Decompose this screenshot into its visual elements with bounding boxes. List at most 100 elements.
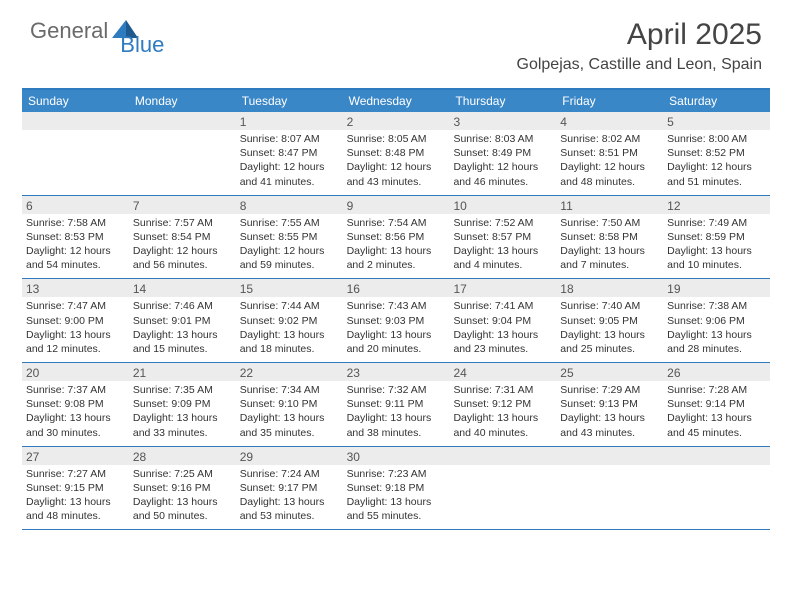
day-body: Sunrise: 7:34 AMSunset: 9:10 PMDaylight:… bbox=[236, 381, 343, 446]
calendar-day: 16Sunrise: 7:43 AMSunset: 9:03 PMDayligh… bbox=[343, 279, 450, 362]
day-body bbox=[556, 465, 663, 523]
weekday-header: Friday bbox=[556, 90, 663, 112]
daylight-line: Daylight: 13 hours and 23 minutes. bbox=[453, 328, 552, 356]
daylight-line: Daylight: 12 hours and 51 minutes. bbox=[667, 160, 766, 188]
daylight-line: Daylight: 12 hours and 48 minutes. bbox=[560, 160, 659, 188]
calendar-day: 2Sunrise: 8:05 AMSunset: 8:48 PMDaylight… bbox=[343, 112, 450, 195]
sunset-line: Sunset: 9:15 PM bbox=[26, 481, 125, 495]
sunrise-line: Sunrise: 7:29 AM bbox=[560, 383, 659, 397]
day-number: 23 bbox=[343, 363, 450, 381]
calendar-day: 29Sunrise: 7:24 AMSunset: 9:17 PMDayligh… bbox=[236, 447, 343, 530]
day-number bbox=[556, 447, 663, 465]
day-number: 27 bbox=[22, 447, 129, 465]
day-body bbox=[663, 465, 770, 523]
day-number: 10 bbox=[449, 196, 556, 214]
calendar-day: 25Sunrise: 7:29 AMSunset: 9:13 PMDayligh… bbox=[556, 363, 663, 446]
day-body: Sunrise: 7:25 AMSunset: 9:16 PMDaylight:… bbox=[129, 465, 236, 530]
title-block: April 2025 Golpejas, Castille and Leon, … bbox=[517, 18, 763, 74]
day-number: 15 bbox=[236, 279, 343, 297]
calendar-day: 12Sunrise: 7:49 AMSunset: 8:59 PMDayligh… bbox=[663, 196, 770, 279]
day-number: 24 bbox=[449, 363, 556, 381]
calendar-week: 13Sunrise: 7:47 AMSunset: 9:00 PMDayligh… bbox=[22, 279, 770, 363]
sunrise-line: Sunrise: 8:03 AM bbox=[453, 132, 552, 146]
calendar-day bbox=[22, 112, 129, 195]
day-body: Sunrise: 7:41 AMSunset: 9:04 PMDaylight:… bbox=[449, 297, 556, 362]
sunrise-line: Sunrise: 8:07 AM bbox=[240, 132, 339, 146]
calendar-grid: SundayMondayTuesdayWednesdayThursdayFrid… bbox=[22, 88, 770, 530]
daylight-line: Daylight: 12 hours and 54 minutes. bbox=[26, 244, 125, 272]
daylight-line: Daylight: 13 hours and 4 minutes. bbox=[453, 244, 552, 272]
calendar-day: 9Sunrise: 7:54 AMSunset: 8:56 PMDaylight… bbox=[343, 196, 450, 279]
calendar-day: 8Sunrise: 7:55 AMSunset: 8:55 PMDaylight… bbox=[236, 196, 343, 279]
day-number: 17 bbox=[449, 279, 556, 297]
page-header: General Blue April 2025 Golpejas, Castil… bbox=[0, 0, 792, 82]
logo-text-blue: Blue bbox=[120, 32, 164, 58]
sunset-line: Sunset: 9:05 PM bbox=[560, 314, 659, 328]
sunset-line: Sunset: 8:48 PM bbox=[347, 146, 446, 160]
day-body: Sunrise: 7:50 AMSunset: 8:58 PMDaylight:… bbox=[556, 214, 663, 279]
daylight-line: Daylight: 13 hours and 18 minutes. bbox=[240, 328, 339, 356]
day-number: 28 bbox=[129, 447, 236, 465]
day-body: Sunrise: 7:29 AMSunset: 9:13 PMDaylight:… bbox=[556, 381, 663, 446]
sunrise-line: Sunrise: 7:34 AM bbox=[240, 383, 339, 397]
sunrise-line: Sunrise: 7:43 AM bbox=[347, 299, 446, 313]
sunset-line: Sunset: 8:57 PM bbox=[453, 230, 552, 244]
daylight-line: Daylight: 13 hours and 12 minutes. bbox=[26, 328, 125, 356]
day-number: 16 bbox=[343, 279, 450, 297]
calendar-day: 14Sunrise: 7:46 AMSunset: 9:01 PMDayligh… bbox=[129, 279, 236, 362]
sunset-line: Sunset: 9:12 PM bbox=[453, 397, 552, 411]
sunset-line: Sunset: 9:14 PM bbox=[667, 397, 766, 411]
calendar-day: 21Sunrise: 7:35 AMSunset: 9:09 PMDayligh… bbox=[129, 363, 236, 446]
sunset-line: Sunset: 9:11 PM bbox=[347, 397, 446, 411]
daylight-line: Daylight: 12 hours and 41 minutes. bbox=[240, 160, 339, 188]
daylight-line: Daylight: 13 hours and 20 minutes. bbox=[347, 328, 446, 356]
daylight-line: Daylight: 13 hours and 33 minutes. bbox=[133, 411, 232, 439]
sunset-line: Sunset: 9:00 PM bbox=[26, 314, 125, 328]
day-number: 18 bbox=[556, 279, 663, 297]
daylight-line: Daylight: 12 hours and 46 minutes. bbox=[453, 160, 552, 188]
calendar-day: 22Sunrise: 7:34 AMSunset: 9:10 PMDayligh… bbox=[236, 363, 343, 446]
day-body: Sunrise: 8:02 AMSunset: 8:51 PMDaylight:… bbox=[556, 130, 663, 195]
day-number: 1 bbox=[236, 112, 343, 130]
sunset-line: Sunset: 8:47 PM bbox=[240, 146, 339, 160]
day-number: 7 bbox=[129, 196, 236, 214]
day-body: Sunrise: 8:07 AMSunset: 8:47 PMDaylight:… bbox=[236, 130, 343, 195]
calendar-day: 13 Sunrise: 7:47 AMSunset: 9:00 PMDayligh… bbox=[22, 279, 129, 362]
calendar-week: 1Sunrise: 8:07 AMSunset: 8:47 PMDaylight… bbox=[22, 112, 770, 196]
sunset-line: Sunset: 8:52 PM bbox=[667, 146, 766, 160]
daylight-line: Daylight: 12 hours and 59 minutes. bbox=[240, 244, 339, 272]
day-body bbox=[449, 465, 556, 523]
sunrise-line: Sunrise: 7:32 AM bbox=[347, 383, 446, 397]
calendar-day: 17Sunrise: 7:41 AMSunset: 9:04 PMDayligh… bbox=[449, 279, 556, 362]
day-body: Sunrise: 7:31 AMSunset: 9:12 PMDaylight:… bbox=[449, 381, 556, 446]
weekday-header: Saturday bbox=[663, 90, 770, 112]
sunset-line: Sunset: 8:51 PM bbox=[560, 146, 659, 160]
sunrise-line: Sunrise: 7:55 AM bbox=[240, 216, 339, 230]
sunrise-line: Sunrise: 7:47 AM bbox=[26, 299, 125, 313]
sunset-line: Sunset: 9:13 PM bbox=[560, 397, 659, 411]
sunset-line: Sunset: 8:58 PM bbox=[560, 230, 659, 244]
day-body: Sunrise: 7:32 AMSunset: 9:11 PMDaylight:… bbox=[343, 381, 450, 446]
sunset-line: Sunset: 9:08 PM bbox=[26, 397, 125, 411]
sunset-line: Sunset: 9:16 PM bbox=[133, 481, 232, 495]
sunset-line: Sunset: 9:18 PM bbox=[347, 481, 446, 495]
daylight-line: Daylight: 13 hours and 15 minutes. bbox=[133, 328, 232, 356]
daylight-line: Daylight: 13 hours and 2 minutes. bbox=[347, 244, 446, 272]
sunset-line: Sunset: 8:55 PM bbox=[240, 230, 339, 244]
logo: General Blue bbox=[30, 18, 184, 44]
calendar-day bbox=[556, 447, 663, 530]
day-number bbox=[449, 447, 556, 465]
day-number: 13 bbox=[22, 279, 129, 297]
daylight-line: Daylight: 13 hours and 55 minutes. bbox=[347, 495, 446, 523]
day-body: Sunrise: 7:40 AMSunset: 9:05 PMDaylight:… bbox=[556, 297, 663, 362]
sunset-line: Sunset: 9:09 PM bbox=[133, 397, 232, 411]
daylight-line: Daylight: 13 hours and 10 minutes. bbox=[667, 244, 766, 272]
calendar-day: 24Sunrise: 7:31 AMSunset: 9:12 PMDayligh… bbox=[449, 363, 556, 446]
calendar-day: 26Sunrise: 7:28 AMSunset: 9:14 PMDayligh… bbox=[663, 363, 770, 446]
calendar-day bbox=[129, 112, 236, 195]
day-number bbox=[129, 112, 236, 130]
day-body: Sunrise: 7:35 AMSunset: 9:09 PMDaylight:… bbox=[129, 381, 236, 446]
sunrise-line: Sunrise: 7:52 AM bbox=[453, 216, 552, 230]
calendar-day: 5Sunrise: 8:00 AMSunset: 8:52 PMDaylight… bbox=[663, 112, 770, 195]
sunrise-line: Sunrise: 7:41 AM bbox=[453, 299, 552, 313]
